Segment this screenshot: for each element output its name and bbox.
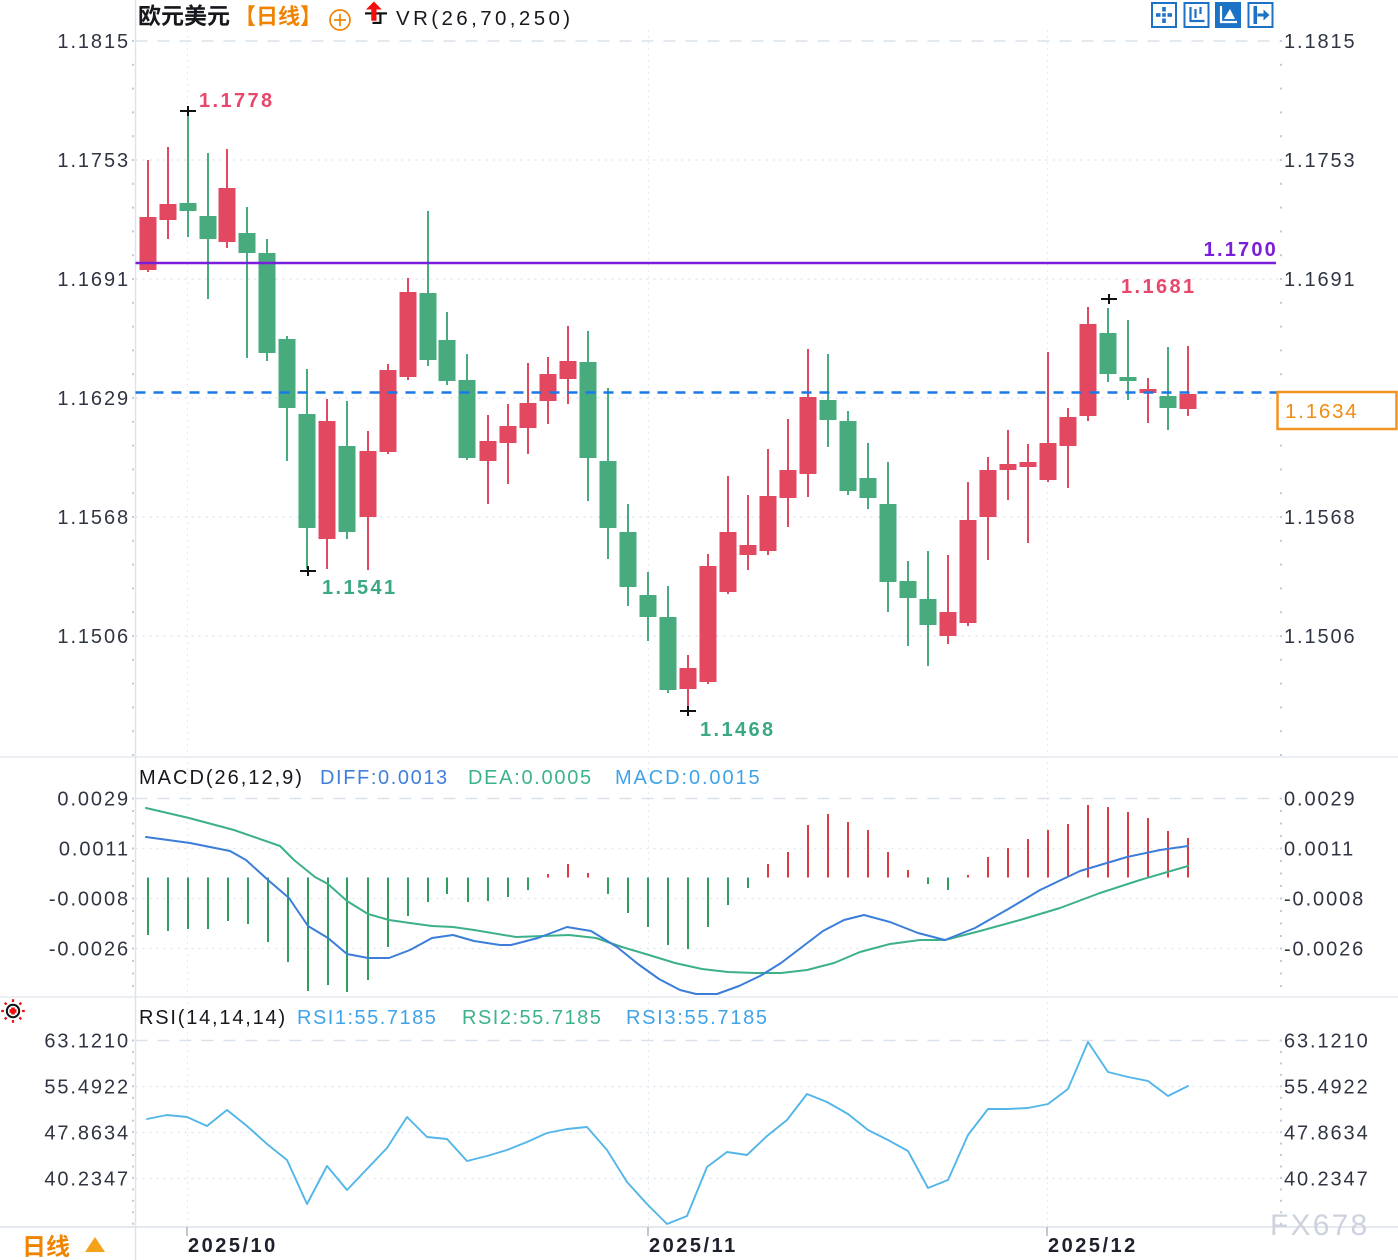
svg-text:47.8634: 47.8634 bbox=[44, 1123, 130, 1145]
svg-text:-0.0026: -0.0026 bbox=[1284, 939, 1365, 961]
svg-text:MACD(26,12,9): MACD(26,12,9) bbox=[139, 767, 304, 789]
svg-text:2025/12: 2025/12 bbox=[1048, 1235, 1138, 1257]
svg-text:VR(26,70,250): VR(26,70,250) bbox=[396, 7, 574, 30]
svg-text:0.0029: 0.0029 bbox=[1284, 789, 1357, 811]
svg-text:1.1778: 1.1778 bbox=[199, 90, 275, 112]
svg-text:1.1691: 1.1691 bbox=[1284, 269, 1357, 291]
svg-text:1.1568: 1.1568 bbox=[57, 507, 130, 529]
svg-text:55.4922: 55.4922 bbox=[44, 1077, 130, 1099]
svg-text:RSI3:55.7185: RSI3:55.7185 bbox=[626, 1007, 769, 1029]
svg-text:RSI1:55.7185: RSI1:55.7185 bbox=[297, 1007, 437, 1029]
svg-text:0.0011: 0.0011 bbox=[59, 839, 130, 861]
svg-text:1.1753: 1.1753 bbox=[1284, 150, 1357, 172]
svg-text:47.8634: 47.8634 bbox=[1284, 1123, 1370, 1145]
svg-text:0.0029: 0.0029 bbox=[57, 789, 130, 811]
svg-text:40.2347: 40.2347 bbox=[1284, 1169, 1370, 1191]
svg-text:0.0011: 0.0011 bbox=[1284, 839, 1355, 861]
svg-text:1.1691: 1.1691 bbox=[57, 269, 130, 291]
svg-text:2025/11: 2025/11 bbox=[649, 1235, 738, 1257]
svg-text:-0.0008: -0.0008 bbox=[1284, 889, 1365, 911]
svg-text:40.2347: 40.2347 bbox=[44, 1169, 130, 1191]
svg-text:1.1815: 1.1815 bbox=[1284, 31, 1357, 53]
svg-text:1.1629: 1.1629 bbox=[57, 388, 130, 410]
svg-text:1.1468: 1.1468 bbox=[700, 719, 776, 741]
svg-text:1.1568: 1.1568 bbox=[1284, 507, 1357, 529]
svg-text:MACD:0.0015: MACD:0.0015 bbox=[615, 767, 762, 789]
svg-text:63.1210: 63.1210 bbox=[1284, 1031, 1370, 1053]
svg-text:63.1210: 63.1210 bbox=[44, 1031, 130, 1053]
svg-text:2025/10: 2025/10 bbox=[188, 1235, 278, 1257]
svg-text:1.1700: 1.1700 bbox=[1204, 239, 1278, 261]
svg-text:FX678: FX678 bbox=[1270, 1209, 1369, 1242]
svg-text:1.1634: 1.1634 bbox=[1285, 400, 1359, 423]
svg-text:DIFF:0.0013: DIFF:0.0013 bbox=[320, 767, 449, 789]
svg-text:1.1541: 1.1541 bbox=[322, 577, 398, 599]
svg-text:1.1506: 1.1506 bbox=[1284, 626, 1357, 648]
svg-text:RSI2:55.7185: RSI2:55.7185 bbox=[462, 1007, 602, 1029]
svg-text:1.1506: 1.1506 bbox=[57, 626, 130, 648]
svg-text:1.1753: 1.1753 bbox=[57, 150, 130, 172]
svg-text:1.1815: 1.1815 bbox=[57, 31, 130, 53]
svg-text:55.4922: 55.4922 bbox=[1284, 1077, 1370, 1099]
svg-text:RSI(14,14,14): RSI(14,14,14) bbox=[139, 1007, 287, 1029]
svg-text:1.1681: 1.1681 bbox=[1121, 276, 1197, 298]
svg-text:-0.0008: -0.0008 bbox=[49, 889, 130, 911]
svg-text:-0.0026: -0.0026 bbox=[49, 939, 130, 961]
svg-text:DEA:0.0005: DEA:0.0005 bbox=[468, 767, 593, 789]
